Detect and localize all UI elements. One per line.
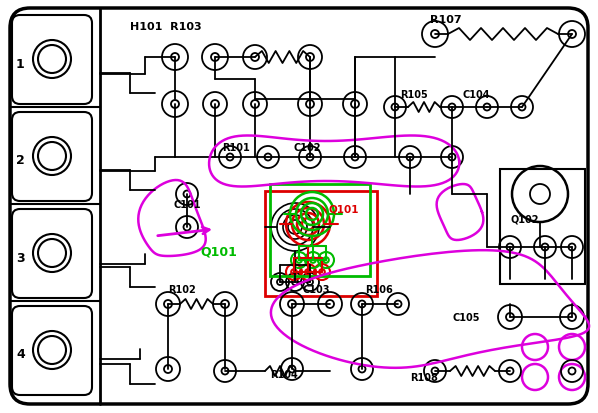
Bar: [265, 192, 377, 296]
Text: Q102: Q102: [510, 214, 539, 224]
Text: 4: 4: [16, 348, 25, 361]
Text: C104: C104: [462, 90, 490, 100]
Text: 3: 3: [16, 251, 25, 264]
Text: Q101: Q101: [328, 204, 358, 214]
Text: R105: R105: [400, 90, 428, 100]
Text: R107: R107: [430, 15, 462, 25]
Bar: [500, 170, 585, 284]
Text: R106: R106: [365, 284, 393, 294]
Text: R102: R102: [168, 284, 196, 294]
Text: C102: C102: [293, 142, 321, 153]
FancyBboxPatch shape: [10, 9, 588, 404]
Text: R104: R104: [270, 369, 298, 379]
Text: C105: C105: [452, 312, 480, 322]
Text: Q101: Q101: [200, 245, 237, 258]
Text: R108: R108: [410, 372, 438, 382]
Text: 1: 1: [16, 57, 25, 70]
Text: H101  R103: H101 R103: [130, 22, 202, 32]
Text: C103: C103: [302, 284, 329, 294]
Bar: [270, 185, 370, 276]
Text: 2: 2: [16, 154, 25, 167]
Text: R101: R101: [222, 142, 250, 153]
Text: C101: C101: [173, 199, 200, 209]
